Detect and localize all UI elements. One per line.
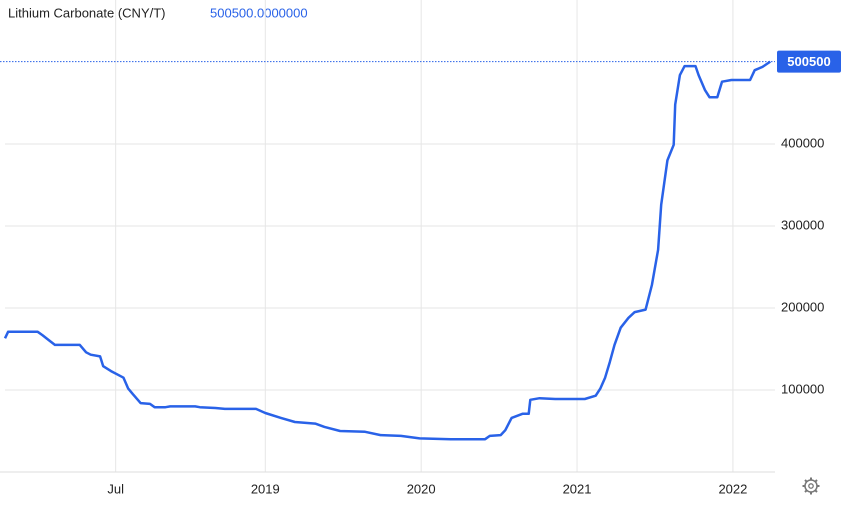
gear-hub bbox=[808, 483, 814, 489]
gear-ring bbox=[804, 479, 818, 493]
x-tick-label: 2020 bbox=[407, 481, 436, 496]
gear-teeth bbox=[802, 477, 820, 495]
y-tick-label: 200000 bbox=[781, 299, 824, 314]
current-value-box bbox=[777, 50, 841, 73]
x-tick-label: 2022 bbox=[718, 481, 747, 496]
y-tick-label: 400000 bbox=[781, 135, 824, 150]
y-tick-label: 300000 bbox=[781, 217, 824, 232]
x-tick-label: Jul bbox=[107, 481, 124, 496]
y-tick-label: 100000 bbox=[781, 381, 824, 396]
current-value-label: 500500 bbox=[787, 54, 830, 69]
header-value: 500500.0000000 bbox=[210, 5, 308, 20]
chart-title: Lithium Carbonate (CNY/T) bbox=[8, 5, 166, 20]
settings-icon[interactable] bbox=[802, 477, 820, 495]
data-line bbox=[3, 60, 772, 441]
x-tick-label: 2021 bbox=[563, 481, 592, 496]
x-tick-label: 2019 bbox=[251, 481, 280, 496]
